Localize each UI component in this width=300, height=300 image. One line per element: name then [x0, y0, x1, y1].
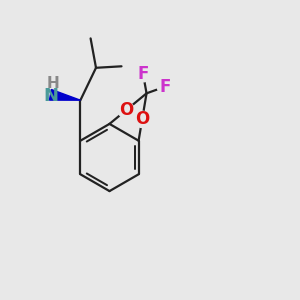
Text: O: O: [135, 110, 149, 128]
Text: F: F: [137, 65, 149, 83]
Circle shape: [118, 102, 134, 118]
Text: N: N: [43, 87, 58, 105]
Circle shape: [135, 66, 151, 82]
Circle shape: [157, 79, 173, 95]
Polygon shape: [50, 89, 80, 100]
Text: O: O: [119, 101, 133, 119]
Text: F: F: [160, 78, 171, 96]
Circle shape: [134, 111, 150, 128]
Text: H: H: [47, 76, 60, 91]
Circle shape: [35, 80, 65, 110]
